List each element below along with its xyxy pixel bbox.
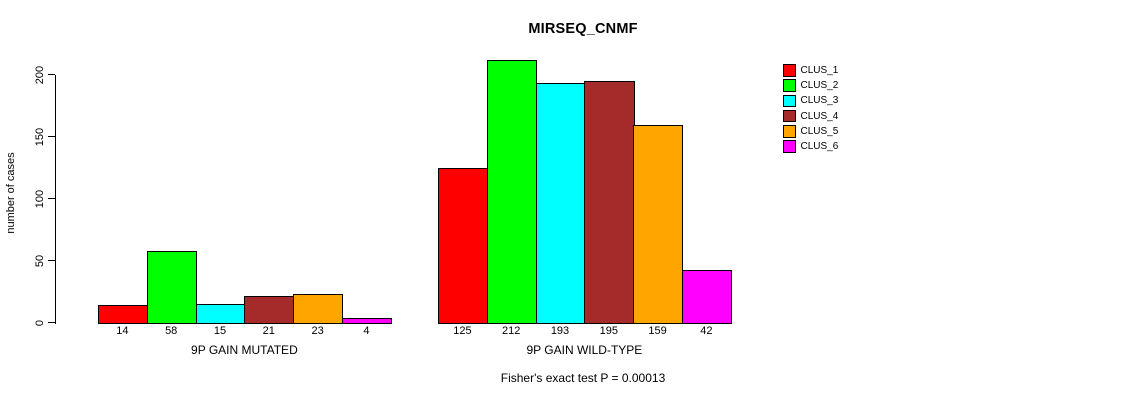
bar-clus_3 bbox=[195, 303, 246, 324]
bar-value-label: 159 bbox=[648, 325, 667, 337]
chart-title: MIRSEQ_CNMF bbox=[528, 21, 638, 37]
bar-clus_5 bbox=[293, 293, 344, 324]
legend-item: CLUS_1 bbox=[783, 64, 838, 78]
legend-label: CLUS_4 bbox=[800, 110, 839, 122]
bar-clus_6 bbox=[342, 317, 393, 324]
legend-label: CLUS_6 bbox=[800, 141, 839, 152]
bar-value-label: 21 bbox=[262, 325, 275, 337]
bar-value-label: 58 bbox=[165, 325, 178, 337]
bar-value-label: 195 bbox=[599, 325, 618, 337]
bar-clus_1 bbox=[98, 305, 149, 324]
legend-item: CLUS_6 bbox=[783, 140, 838, 154]
y-axis-tick-label: 150 bbox=[34, 127, 46, 146]
legend-swatch-clus_3 bbox=[783, 94, 796, 108]
legend-swatch-clus_4 bbox=[783, 109, 796, 123]
bar-clus_2 bbox=[146, 250, 198, 324]
y-axis-tick bbox=[47, 259, 55, 262]
legend-item: CLUS_5 bbox=[783, 124, 838, 138]
y-axis-tick bbox=[47, 135, 55, 138]
legend-item: CLUS_3 bbox=[783, 94, 838, 108]
legend-label: CLUS_1 bbox=[800, 65, 839, 76]
y-axis-label: number of cases bbox=[5, 152, 17, 234]
y-axis-tick bbox=[47, 197, 55, 200]
legend-swatch-clus_1 bbox=[783, 64, 796, 77]
bar-clus_2 bbox=[486, 59, 538, 324]
bar-clus_1 bbox=[438, 167, 489, 324]
bar-value-label: 15 bbox=[213, 325, 227, 337]
legend-item: CLUS_2 bbox=[783, 79, 838, 93]
fisher-test-annotation: Fisher's exact test P = 0.00013 bbox=[500, 371, 666, 385]
bar-value-label: 42 bbox=[700, 325, 713, 337]
legend-swatch-clus_6 bbox=[783, 140, 796, 153]
y-axis-tick-label: 0 bbox=[34, 319, 46, 326]
bar-clus_3 bbox=[535, 83, 586, 324]
legend-swatch-clus_5 bbox=[783, 125, 796, 138]
bar-clus_4 bbox=[584, 80, 635, 324]
legend-label: CLUS_3 bbox=[800, 95, 839, 107]
y-axis-tick-label: 200 bbox=[34, 65, 46, 84]
legend-label: CLUS_2 bbox=[800, 80, 839, 92]
y-axis-tick-label: 100 bbox=[34, 189, 46, 208]
legend-item: CLUS_4 bbox=[783, 109, 838, 123]
y-axis-tick bbox=[47, 73, 55, 76]
bar-value-label: 125 bbox=[453, 325, 472, 337]
bar-value-label: 193 bbox=[550, 325, 570, 337]
legend-swatch-clus_2 bbox=[783, 79, 796, 92]
x-axis-group-label: 9P GAIN MUTATED bbox=[191, 343, 298, 357]
x-axis-group-label: 9P GAIN WILD-TYPE bbox=[526, 343, 643, 357]
bar-value-label: 23 bbox=[311, 325, 324, 337]
legend-label: CLUS_5 bbox=[800, 125, 839, 137]
bar-clus_5 bbox=[633, 125, 684, 324]
y-axis-tick bbox=[47, 321, 55, 324]
bar-value-label: 212 bbox=[502, 325, 521, 337]
bar-value-label: 14 bbox=[116, 325, 129, 337]
bar-clus_4 bbox=[244, 296, 295, 324]
bar-clus_6 bbox=[682, 270, 733, 324]
y-axis-line bbox=[54, 74, 56, 324]
bar-value-label: 4 bbox=[363, 325, 370, 337]
y-axis-tick-label: 50 bbox=[34, 254, 46, 267]
